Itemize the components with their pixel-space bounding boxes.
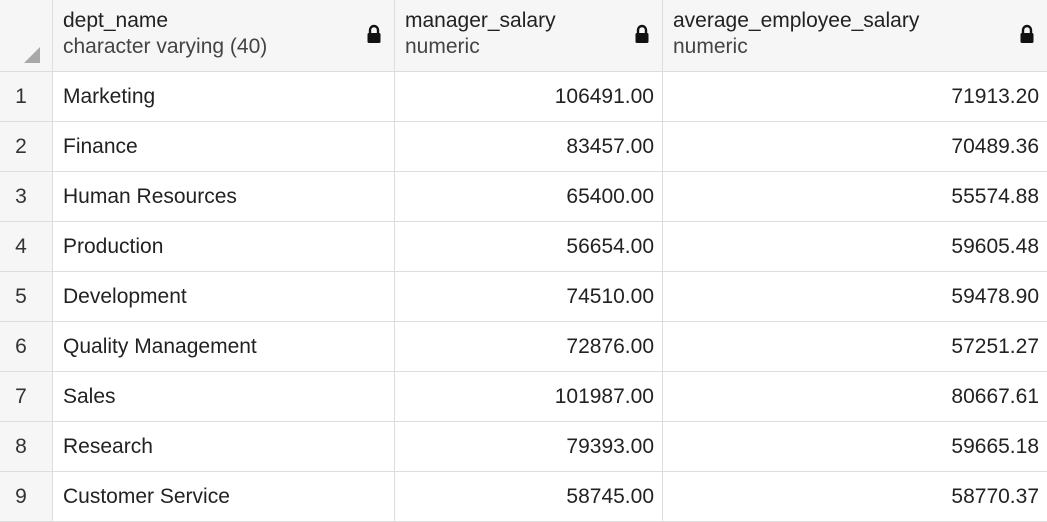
column-name: average_employee_salary <box>673 9 920 32</box>
cell-average-employee-salary[interactable]: 71913.20 <box>663 72 1047 122</box>
column-type: numeric <box>673 35 748 59</box>
select-all-corner[interactable] <box>0 0 53 72</box>
cell-average-employee-salary[interactable]: 59478.90 <box>663 272 1047 322</box>
column-name: dept_name <box>63 9 169 32</box>
column-name: manager_salary <box>405 9 556 32</box>
cell-dept-name[interactable]: Human Resources <box>53 172 395 222</box>
cell-dept-name[interactable]: Finance <box>53 122 395 172</box>
cell-average-employee-salary[interactable]: 80667.61 <box>663 372 1047 422</box>
row-number[interactable]: 8 <box>0 422 53 472</box>
cell-manager-salary[interactable]: 79393.00 <box>395 422 663 472</box>
row-number[interactable]: 3 <box>0 172 53 222</box>
cell-dept-name[interactable]: Development <box>53 272 395 322</box>
column-header-average-employee-salary[interactable]: average_employee_salary numeric <box>663 0 1047 72</box>
cell-manager-salary[interactable]: 56654.00 <box>395 222 663 272</box>
cell-average-employee-salary[interactable]: 59665.18 <box>663 422 1047 472</box>
row-number[interactable]: 9 <box>0 472 53 522</box>
cell-average-employee-salary[interactable]: 59605.48 <box>663 222 1047 272</box>
cell-average-employee-salary[interactable]: 57251.27 <box>663 322 1047 372</box>
row-number[interactable]: 4 <box>0 222 53 272</box>
lock-icon <box>367 24 381 43</box>
cell-dept-name[interactable]: Production <box>53 222 395 272</box>
cell-average-employee-salary[interactable]: 70489.36 <box>663 122 1047 172</box>
cell-dept-name[interactable]: Research <box>53 422 395 472</box>
row-number[interactable]: 6 <box>0 322 53 372</box>
column-type: numeric <box>405 35 480 59</box>
cell-dept-name[interactable]: Marketing <box>53 72 395 122</box>
lock-icon <box>635 24 649 43</box>
column-header-manager-salary[interactable]: manager_salary numeric <box>395 0 663 72</box>
cell-manager-salary[interactable]: 58745.00 <box>395 472 663 522</box>
cell-manager-salary[interactable]: 106491.00 <box>395 72 663 122</box>
cell-manager-salary[interactable]: 65400.00 <box>395 172 663 222</box>
cell-manager-salary[interactable]: 74510.00 <box>395 272 663 322</box>
row-number[interactable]: 2 <box>0 122 53 172</box>
column-type: character varying (40) <box>63 35 268 59</box>
row-number[interactable]: 7 <box>0 372 53 422</box>
lock-icon <box>1020 24 1034 43</box>
cell-manager-salary[interactable]: 101987.00 <box>395 372 663 422</box>
column-header-dept-name[interactable]: dept_name character varying (40) <box>53 0 395 72</box>
row-number[interactable]: 5 <box>0 272 53 322</box>
cell-dept-name[interactable]: Quality Management <box>53 322 395 372</box>
select-all-corner-icon <box>24 47 40 63</box>
cell-average-employee-salary[interactable]: 55574.88 <box>663 172 1047 222</box>
cell-dept-name[interactable]: Sales <box>53 372 395 422</box>
cell-manager-salary[interactable]: 83457.00 <box>395 122 663 172</box>
row-number[interactable]: 1 <box>0 72 53 122</box>
cell-manager-salary[interactable]: 72876.00 <box>395 322 663 372</box>
cell-dept-name[interactable]: Customer Service <box>53 472 395 522</box>
cell-average-employee-salary[interactable]: 58770.37 <box>663 472 1047 522</box>
